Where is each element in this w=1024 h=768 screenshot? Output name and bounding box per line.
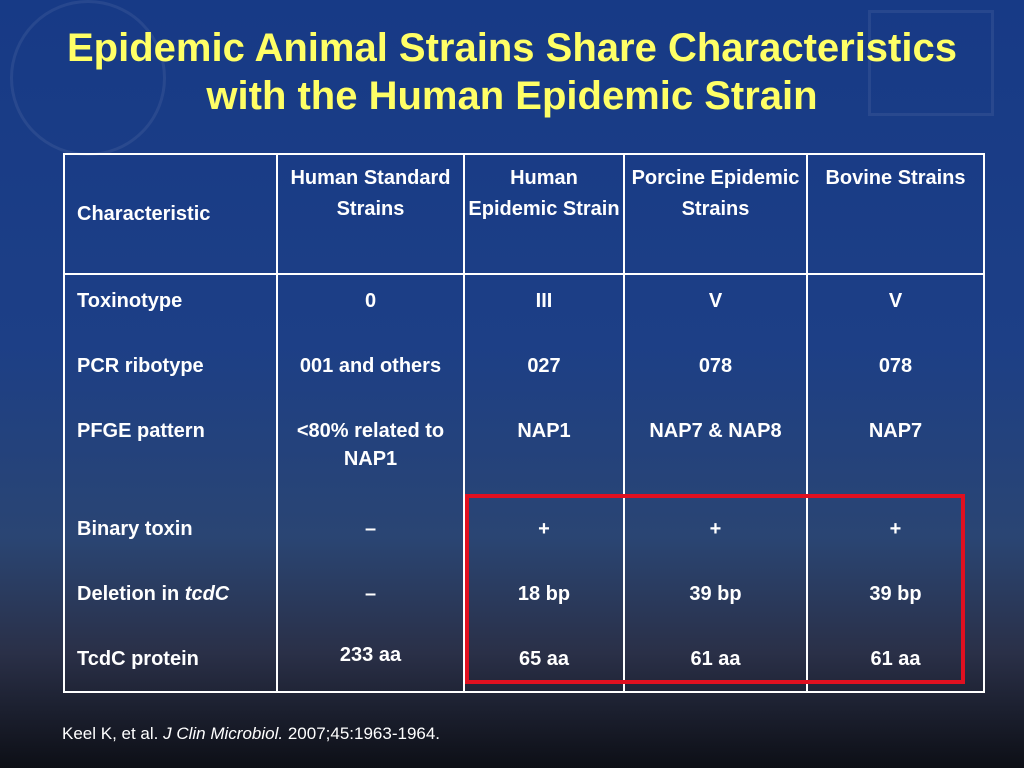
header-porcine: Porcine Epidemic Strains: [623, 153, 808, 275]
row-label-italic: tcdC: [184, 583, 230, 605]
characteristics-table: Characteristic Human Standard Strains Hu…: [63, 153, 985, 693]
table-cell: 0: [364, 290, 377, 312]
table-cell: NAP7: [868, 420, 923, 442]
table-header-row: Characteristic Human Standard Strains Hu…: [63, 153, 985, 275]
human-standard-column: 0 001 and others <80% related to NAP1 – …: [276, 273, 465, 693]
citation-journal: J Clin Microbiol.: [163, 724, 284, 743]
bovine-column: V 078 NAP7 + 39 bp 61 aa: [806, 273, 985, 693]
table-cell: 39 bp: [689, 583, 742, 605]
table-cell: V: [708, 290, 723, 312]
human-epidemic-column: III 027 NAP1 + 18 bp 65 aa: [463, 273, 625, 693]
title-line-1: Epidemic Animal Strains Share Characteri…: [67, 26, 957, 70]
table-cell: V: [888, 290, 903, 312]
table-cell: 61 aa: [690, 648, 741, 670]
table-cell: 39 bp: [869, 583, 922, 605]
table-cell: III: [535, 290, 553, 312]
header-human-standard: Human Standard Strains: [276, 153, 465, 275]
header-characteristic: Characteristic: [63, 153, 278, 275]
cdc-logo-watermark: [868, 10, 994, 116]
table-cell: 65 aa: [518, 648, 570, 670]
table-cell: +: [709, 518, 722, 540]
citation: Keel K, et al. J Clin Microbiol. 2007;45…: [62, 724, 440, 744]
row-label: PFGE pattern: [77, 420, 205, 442]
table-cell: 61 aa: [870, 648, 921, 670]
header-bovine: Bovine Strains: [806, 153, 985, 275]
row-label: Toxinotype: [77, 290, 183, 312]
table-cell: 027: [527, 355, 561, 377]
table-body-row: Toxinotype PCR ribotype PFGE pattern Bin…: [63, 273, 985, 693]
table-cell: <80% related to NAP1: [296, 420, 445, 470]
table-cell: NAP1: [517, 420, 571, 442]
header-human-epidemic: Human Epidemic Strain: [463, 153, 625, 275]
characteristic-column: Toxinotype PCR ribotype PFGE pattern Bin…: [63, 273, 278, 693]
row-label: TcdC protein: [77, 648, 199, 670]
citation-authors: Keel K, et al.: [62, 724, 164, 743]
table-cell: 078: [698, 355, 733, 377]
table-cell: +: [538, 518, 550, 540]
title-line-2: with the Human Epidemic Strain: [206, 74, 818, 118]
table-cell: 001 and others: [299, 355, 442, 377]
porcine-column: V 078 NAP7 & NAP8 + 39 bp 61 aa: [623, 273, 808, 693]
table-cell: –: [364, 583, 377, 605]
table-cell: 078: [878, 355, 913, 377]
table-cell: 233 aa: [339, 644, 402, 666]
citation-details: 2007;45:1963-1964.: [283, 724, 441, 743]
row-label: Binary toxin: [77, 518, 193, 540]
slide-title: Epidemic Animal Strains Share Characteri…: [0, 24, 1024, 120]
table-cell: 18 bp: [517, 583, 571, 605]
table-cell: NAP7 & NAP8: [649, 420, 782, 442]
row-label-prefix: Deletion in: [77, 583, 185, 605]
row-label: PCR ribotype: [77, 355, 204, 377]
row-label: Deletion in tcdC: [65, 580, 276, 645]
table-cell: +: [889, 518, 902, 540]
table-cell: –: [364, 518, 377, 540]
